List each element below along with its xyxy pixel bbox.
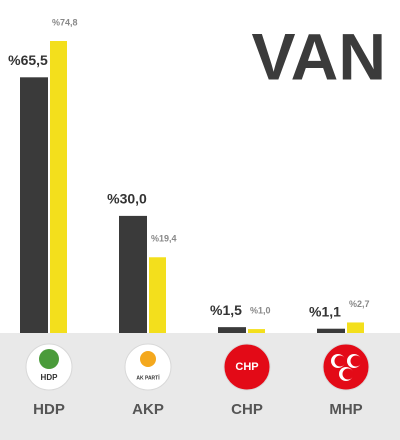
logo-text: CHP <box>235 361 258 373</box>
logo-crescent-cut <box>334 355 346 367</box>
x-tick-label: MHP <box>329 401 362 418</box>
value-label: %74,8 <box>52 17 78 27</box>
chart-title: VAN <box>252 19 386 93</box>
logo-text: HDP <box>41 373 59 382</box>
bar <box>218 327 246 333</box>
bar <box>317 328 345 333</box>
bar <box>20 77 48 333</box>
logo-crescent-cut <box>342 368 354 380</box>
logo-text: AK PARTİ <box>136 374 160 381</box>
bar <box>347 322 364 333</box>
bar <box>149 257 166 333</box>
value-label: %2,7 <box>349 299 370 309</box>
logo-bulb <box>140 351 156 367</box>
logo-tree <box>39 349 59 369</box>
x-tick-label: CHP <box>231 401 263 418</box>
value-label: %1,1 <box>309 303 341 319</box>
value-label: %65,5 <box>8 52 48 68</box>
value-label: %1,5 <box>210 302 242 318</box>
party-logo <box>223 343 271 391</box>
value-label: %19,4 <box>151 234 177 244</box>
value-label: %1,0 <box>250 305 271 315</box>
logo-crescent-cut <box>350 355 362 367</box>
bar <box>248 329 265 333</box>
x-tick-label: AKP <box>132 401 164 418</box>
bar <box>50 41 67 333</box>
bar <box>119 215 147 333</box>
x-tick-label: HDP <box>33 401 65 418</box>
value-label: %30,0 <box>107 191 147 207</box>
